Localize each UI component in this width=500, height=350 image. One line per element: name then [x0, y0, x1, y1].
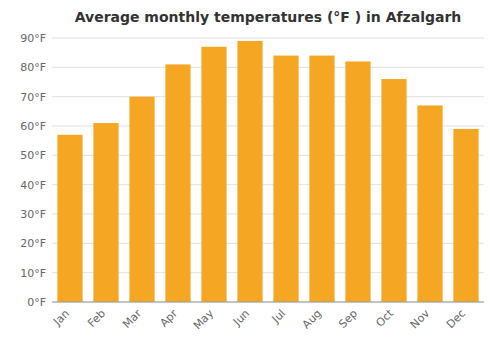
x-axis-line — [52, 302, 484, 303]
x-tick-label: Jun — [230, 307, 252, 329]
bar — [309, 56, 334, 302]
bar — [453, 129, 478, 302]
y-tick-label: 40°F — [20, 179, 46, 192]
bar — [237, 41, 262, 302]
x-tick-label: Mar — [120, 307, 144, 331]
bar — [93, 123, 118, 302]
y-tick-label: 20°F — [20, 237, 46, 250]
bar — [165, 64, 190, 302]
x-tick-label: Oct — [373, 306, 396, 329]
y-tick-label: 30°F — [20, 208, 46, 221]
title: Average monthly temperatures (°F ) in Af… — [75, 9, 462, 25]
x-tick-label: Nov — [408, 307, 433, 332]
x-tick-label: Jan — [50, 307, 72, 329]
y-tick-label: 50°F — [20, 149, 46, 162]
bar — [345, 61, 370, 302]
x-tick-label: Sep — [336, 307, 360, 331]
y-tick-label: 80°F — [20, 61, 46, 74]
bar — [417, 105, 442, 302]
bar — [381, 79, 406, 302]
y-axis: 0°F 10°F 20°F 30°F 40°F 50°F 60°F 70°F 80°F 90°F — [20, 32, 46, 309]
grid-line — [52, 302, 484, 303]
x-tick-label: Jul — [269, 307, 288, 326]
bars — [57, 41, 478, 302]
y-tick-label: 70°F — [20, 91, 46, 104]
bar — [201, 47, 226, 302]
y-tick-label: 60°F — [20, 120, 46, 133]
grid-line — [52, 96, 484, 97]
grid-line — [52, 38, 484, 39]
grid — [52, 38, 484, 302]
x-tick-label: Apr — [157, 307, 180, 330]
y-tick-label: 10°F — [20, 267, 46, 280]
bar — [57, 135, 82, 302]
y-tick-label: 0°F — [27, 296, 46, 309]
bar — [273, 56, 298, 302]
chart-container: Average monthly temperatures (°F ) in Af… — [0, 0, 500, 350]
x-tick-label: Dec — [444, 307, 468, 331]
x-tick-label: May — [191, 307, 217, 333]
grid-line — [52, 67, 484, 68]
x-axis: Jan Feb Mar Apr May Jun Jul Aug Sep Oct Nov Dec — [50, 302, 484, 332]
y-tick-label: 90°F — [20, 32, 46, 45]
x-tick-label: Aug — [300, 307, 324, 331]
bar — [129, 97, 154, 302]
chart-svg: Average monthly temperatures (°F ) in Af… — [0, 0, 500, 350]
x-tick-label: Feb — [85, 307, 108, 330]
